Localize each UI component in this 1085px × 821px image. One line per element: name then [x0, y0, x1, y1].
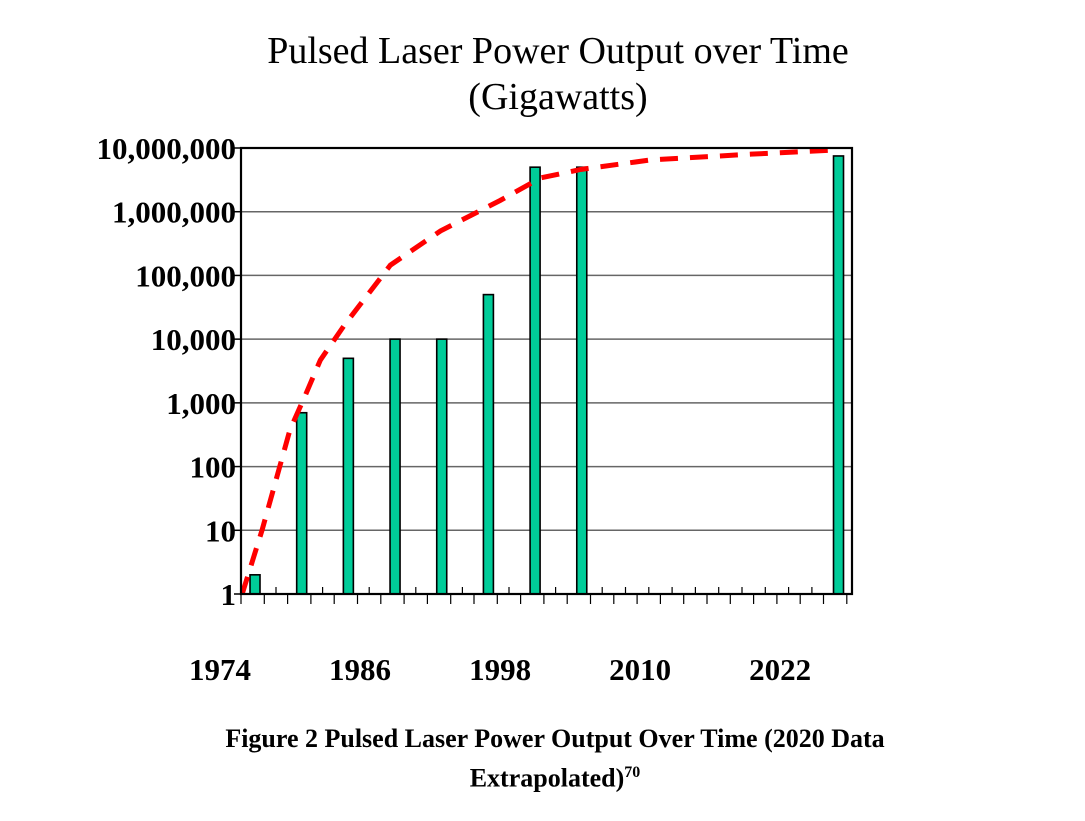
- y-tick-label: 100,000: [135, 258, 236, 293]
- y-tick-label: 10: [205, 513, 236, 548]
- x-tick-label: 1974: [189, 652, 251, 687]
- bar: [389, 338, 401, 595]
- x-tick-label: 2010: [609, 652, 671, 687]
- bar: [575, 166, 588, 595]
- caption-footnote: 70: [624, 764, 641, 781]
- y-tick-label: 1,000,000: [112, 195, 236, 230]
- chart-title-main: Pulsed Laser Power Output over Time: [267, 30, 849, 72]
- bar: [832, 155, 845, 595]
- bar: [342, 357, 355, 595]
- x-tick-label: 2022: [749, 652, 811, 687]
- caption-line-1: Figure 2 Pulsed Laser Power Output Over …: [225, 724, 885, 753]
- plot-frame: [239, 146, 854, 596]
- bar: [435, 338, 448, 595]
- y-tick-label: 10,000: [151, 322, 236, 357]
- y-tick-label: 1: [221, 577, 237, 612]
- bar: [529, 166, 541, 595]
- chart-subtitle: (Gigawatts): [468, 76, 648, 118]
- caption-line-2: Extrapolated): [469, 763, 625, 793]
- x-tick-label: 1998: [469, 652, 531, 687]
- y-tick-label: 10,000,000: [97, 131, 237, 166]
- bar: [295, 411, 308, 595]
- y-tick-label: 100: [190, 450, 237, 485]
- figure-caption: Figure 2 Pulsed Laser Power Output Over …: [0, 722, 1085, 796]
- chart-title: Pulsed Laser Power Output over Time (Gig…: [0, 28, 1085, 120]
- bar: [482, 293, 495, 595]
- y-tick-label: 1,000: [166, 386, 236, 421]
- x-tick-label: 1986: [329, 652, 391, 687]
- bar: [249, 574, 261, 595]
- trend-line: [239, 147, 837, 595]
